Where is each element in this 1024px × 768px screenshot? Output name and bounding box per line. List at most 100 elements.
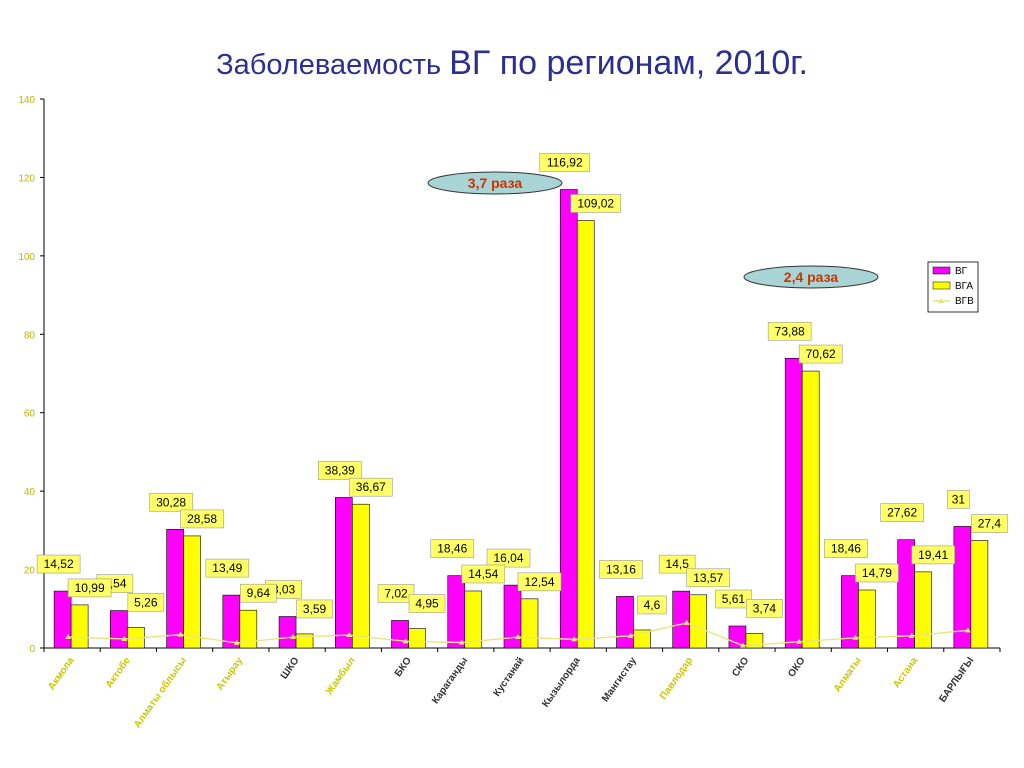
data-label-box (947, 490, 970, 509)
bar-ВГ (784, 357, 803, 649)
data-label-ВГ: 7,02 (377, 584, 415, 603)
legend-label-ВГА: ВГА (955, 281, 973, 292)
data-label-ВГА: 36,67 (348, 477, 393, 497)
category-label: Акмола (46, 655, 77, 692)
data-label-box (180, 509, 224, 529)
y-tick-label: 60 (24, 409, 36, 420)
line-point-ВГВ (908, 632, 915, 638)
data-label-text: 70,62 (806, 347, 836, 361)
y-tick-label: 100 (18, 252, 35, 263)
data-label-text: 27,62 (887, 506, 917, 520)
data-label-text: 3,59 (303, 602, 327, 616)
data-label-text: 5,61 (722, 592, 746, 606)
data-label-text: 73,88 (775, 324, 805, 338)
data-label-text: 14,54 (468, 567, 498, 581)
data-label-ВГ: 38,39 (317, 461, 362, 480)
data-label-box (570, 194, 622, 213)
data-label-box (205, 558, 250, 578)
line-point-ВГВ (65, 634, 72, 640)
data-label-text: 5,26 (134, 595, 158, 609)
line-point-ВГВ (515, 634, 521, 640)
data-label-box (348, 477, 393, 497)
annotation: 2,4 раза (743, 265, 879, 289)
category-label: Актобе (103, 654, 133, 690)
annotation-ellipse (743, 265, 879, 289)
data-label-ВГ: 13,49 (205, 558, 250, 578)
category-label: Кустанай (492, 655, 527, 698)
data-label-ВГА: 28,58 (180, 509, 224, 529)
category-label: Караганды (430, 655, 470, 706)
line-point-ВГВ (796, 638, 803, 644)
data-label-text: 31 (952, 492, 966, 506)
line-point-ВГВ (177, 631, 184, 637)
category-label: Кызылорда (540, 655, 583, 709)
data-label-ВГА: 3,74 (746, 599, 783, 618)
category-label: ШКО (279, 655, 302, 681)
data-label-text: 13,57 (693, 571, 723, 585)
data-label-text: 19,41 (918, 548, 948, 562)
data-label-box (377, 584, 415, 603)
annotation-text: 2,4 раза (784, 269, 839, 285)
data-label-text: 14,5 (666, 557, 690, 571)
data-label-ВГ: 116,92 (539, 153, 591, 172)
line-point-ВГВ (346, 632, 353, 638)
category-label: БКО (393, 655, 414, 679)
title-part-1: Заболеваемость (216, 49, 450, 81)
data-label-ВГА: 27,4 (971, 514, 1008, 533)
bar-ВГА (408, 628, 426, 649)
y-tick-label: 80 (24, 330, 36, 341)
data-label-ВГ: 27,62 (880, 503, 924, 522)
data-label-ВГА: 9,64 (240, 583, 277, 603)
data-label-box (767, 321, 812, 341)
data-label-ВГ: 14,52 (36, 554, 81, 574)
legend-marker-ВГВ (938, 298, 944, 303)
bar-ВГ (672, 590, 691, 649)
bar-ВГА (914, 571, 932, 649)
title-part-2: ВГ по регионам, 2010г. (449, 44, 808, 82)
data-label-ВГ: 30,28 (149, 492, 193, 512)
data-label-text: 18,46 (437, 542, 467, 556)
bar-ВГ (334, 497, 353, 649)
data-label-ВГА: 14,79 (855, 563, 899, 583)
data-label-box (746, 599, 783, 618)
data-label-box (127, 593, 165, 612)
line-point-ВГВ (852, 634, 859, 640)
bar-ВГ (166, 528, 184, 649)
data-label-box (971, 514, 1008, 533)
line-point-ВГВ (121, 635, 128, 641)
bar-ВГА (239, 609, 258, 649)
bar-ВГ (391, 620, 409, 649)
bar-ВГА (464, 590, 483, 649)
data-label-ВГ: 18,46 (430, 539, 475, 558)
data-label-text: 30,28 (156, 495, 186, 509)
bar-ВГА (689, 594, 708, 649)
data-label-box (911, 545, 955, 565)
data-label-box (658, 554, 696, 574)
data-label-text: 9,64 (247, 586, 271, 600)
bar-ВГА (970, 540, 989, 649)
category-label: Жамбыл (323, 655, 358, 698)
data-label-text: 4,6 (644, 598, 661, 612)
data-label-box (36, 554, 81, 574)
bar-ВГ (559, 189, 578, 649)
data-label-box (855, 563, 899, 583)
annotation-text: 3,7 раза (468, 175, 523, 191)
category-label: Алматы облысы (131, 655, 189, 730)
data-label-ВГА: 13,57 (686, 568, 731, 588)
legend-swatch-ВГ (932, 266, 951, 275)
data-label-text: 8,03 (272, 583, 296, 597)
y-tick-label: 20 (24, 566, 36, 577)
data-label-ВГА: 70,62 (798, 344, 843, 364)
bar-ВГ (222, 594, 241, 649)
line-point-ВГВ (458, 639, 465, 645)
y-tick-label: 120 (18, 173, 35, 184)
bar-ВГ (53, 590, 72, 649)
data-label-box (67, 578, 112, 598)
data-label-box (296, 599, 333, 619)
data-label-box (824, 539, 868, 558)
bar-ВГА (351, 503, 370, 649)
category-label: Мангистау (600, 655, 639, 704)
data-label-text: 28,58 (187, 512, 217, 526)
legend-swatch-ВГА (932, 281, 951, 290)
bar-ВГА (858, 589, 876, 649)
